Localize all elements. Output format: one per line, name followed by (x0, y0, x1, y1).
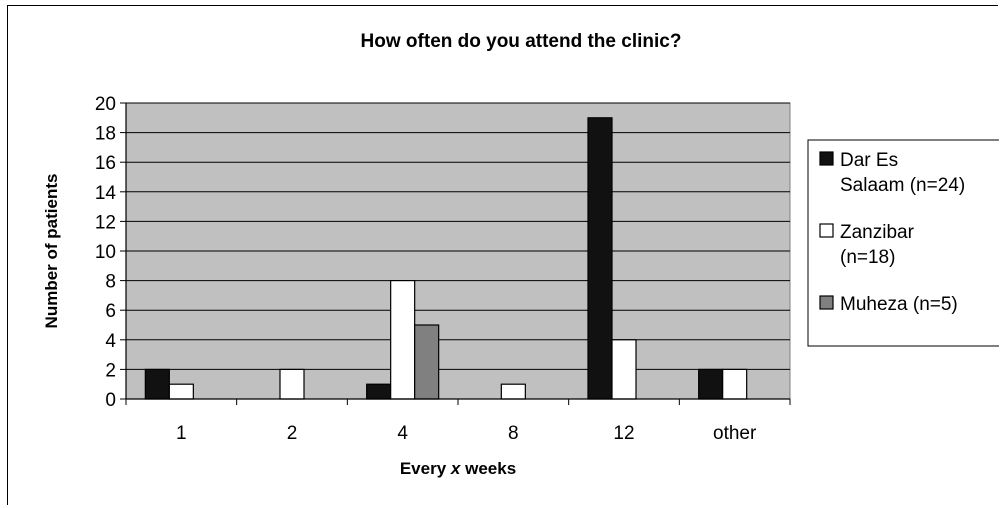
legend (807, 139, 999, 347)
chart-title: How often do you attend the clinic? (361, 31, 682, 52)
x-axis-title-prefix: Every (400, 459, 447, 478)
legend-label: Salaam (n=24) (840, 175, 965, 196)
x-tick-labels: 1 2 4 8 12 other (176, 423, 757, 444)
y-tick-label: 0 (105, 390, 116, 411)
x-tick-label: 4 (397, 423, 408, 444)
legend-swatch (819, 295, 834, 310)
x-tick-label: 12 (613, 423, 634, 444)
bar (279, 368, 305, 400)
bar (414, 324, 440, 400)
bar (722, 368, 748, 400)
x-axis-title-variable: x (450, 459, 462, 478)
bars (144, 117, 748, 400)
bar-chart: How often do you attend the clinic? 0 2 4 6… (42, 31, 999, 478)
bar (500, 383, 526, 400)
y-tick-label: 2 (105, 360, 116, 381)
bar (611, 339, 637, 400)
y-tick-labels: 0 2 4 6 8 10 12 14 16 18 20 (95, 94, 117, 411)
x-axis-title-suffix: weeks (464, 459, 516, 478)
y-tick-label: 4 (105, 331, 116, 352)
legend-swatch (819, 151, 834, 166)
x-tick-label: 2 (287, 423, 298, 444)
bar (390, 280, 416, 400)
legend-items: Dar Es Salaam (n=24) Zanzibar (n=18) Muheza … (819, 150, 965, 315)
chart-frame: How often do you attend the clinic? 0 2 4 6… (7, 5, 999, 505)
legend-label: Muheza (n=5) (840, 294, 958, 315)
legend-label: (n=18) (840, 247, 895, 268)
legend-label: Zanzibar (840, 222, 915, 243)
y-tick-label: 14 (95, 183, 117, 204)
y-tick-label: 12 (95, 212, 116, 233)
grid-lines (126, 102, 790, 370)
y-tick-label: 18 (95, 124, 116, 145)
y-tick-label: 20 (95, 94, 116, 115)
x-tick-label: 8 (508, 423, 519, 444)
bar (168, 383, 194, 400)
legend-item: Dar Es Salaam (n=24) (819, 150, 965, 196)
x-axis-title: Every x weeks (400, 459, 516, 478)
bar (587, 117, 613, 400)
legend-item: Zanzibar (n=18) (819, 222, 915, 268)
y-tick-label: 8 (105, 272, 116, 293)
y-tick-label: 16 (95, 153, 116, 174)
y-tick-label: 10 (95, 242, 116, 263)
legend-item: Muheza (n=5) (819, 294, 958, 315)
bar (366, 383, 392, 400)
x-tick-label: 1 (176, 423, 187, 444)
bar (698, 368, 724, 400)
y-tick-label: 6 (105, 301, 116, 322)
bar (144, 368, 170, 400)
legend-label: Dar Es (840, 150, 898, 171)
x-tick-label: other (713, 423, 757, 444)
axes (120, 102, 791, 405)
y-axis-title: Number of patients (42, 174, 61, 329)
legend-swatch (819, 223, 834, 238)
